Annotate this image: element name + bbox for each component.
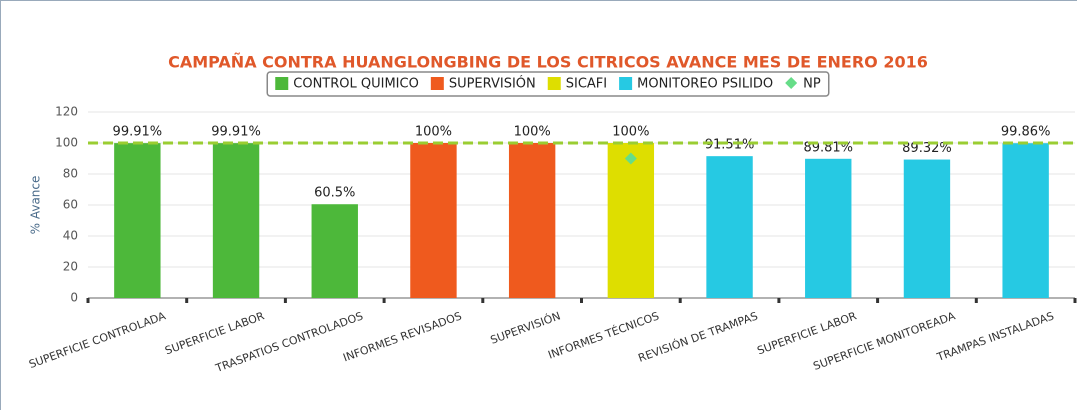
bar [508,143,556,298]
y-tick-label: 20 [63,260,78,274]
bar [903,159,951,298]
bar [607,143,655,298]
data-label: 99.91% [211,125,261,140]
legend: CONTROL QUIMICO SUPERVISIÓN SICAFI MONITORE… [266,71,830,97]
legend-label: SUPERVISIÓN [449,76,536,92]
legend-label: CONTROL QUIMICO [293,77,419,92]
x-tick-label: SUPERFICIE CONTROLADA [27,309,168,371]
bar [706,156,753,298]
legend-swatch [275,77,289,90]
np-marker [624,152,637,165]
bar [212,143,260,298]
legend-swatch [547,77,561,90]
data-label: 99.91% [113,125,163,140]
data-label: 91.51% [705,138,755,153]
legend-label: MONITOREO PSILIDO [637,77,773,92]
y-tick-label: 60 [63,198,78,212]
data-label: 89.32% [902,141,952,156]
data-label: 100% [514,125,551,140]
y-tick-label: 40 [63,229,78,243]
legend-label: SICAFI [566,77,607,92]
y-tick-label: 0 [70,291,78,305]
legend-swatch [430,77,444,90]
x-tick-label: SUPERVISIÓN [489,309,563,346]
legend-swatch [619,77,633,90]
data-label: 100% [612,125,649,140]
legend-swatch [785,77,798,89]
y-tick-label: 100 [55,136,78,150]
y-axis-label: % Avance [29,176,43,235]
data-label: 99.86% [1001,125,1051,140]
y-tick-label: 80 [63,167,78,181]
data-label: 100% [415,125,452,140]
legend-label: NP [803,77,821,92]
bar [1002,143,1049,298]
bar [311,204,358,298]
bar [410,143,457,298]
y-tick-label: 120 [55,105,78,119]
data-label: 60.5% [314,186,355,201]
chart-title: CAMPAÑA CONTRA HUANGLONGBING DE LOS CITR… [168,53,928,72]
bar [114,143,161,298]
bar [805,158,852,298]
